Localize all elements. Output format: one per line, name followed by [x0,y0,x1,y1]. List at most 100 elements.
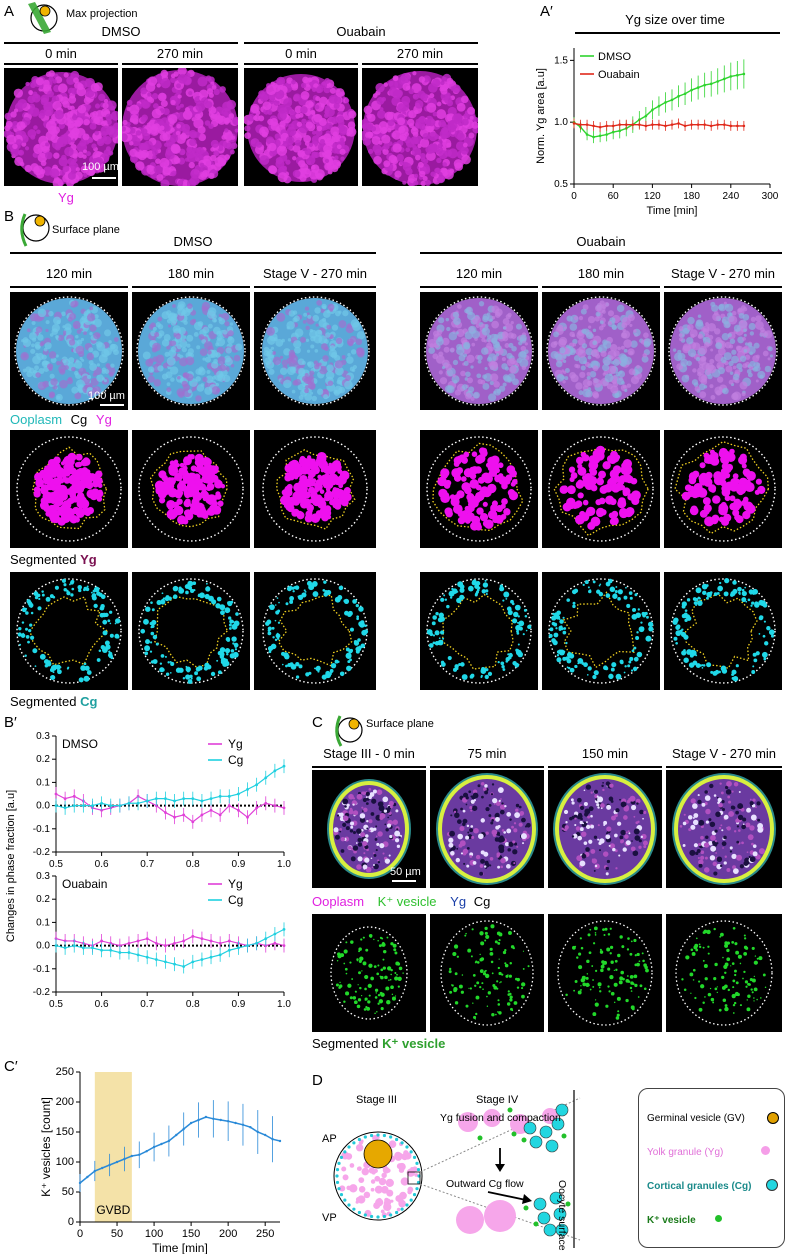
granule [743,349,748,353]
vesicle [585,824,591,830]
vesicle [697,799,702,805]
kv-segment [718,1008,722,1012]
yg-segment [203,511,209,517]
b-surface-label: Surface plane [52,224,120,236]
c-time-rule-1 [312,766,426,768]
granule [349,335,357,343]
yg-segment [179,462,185,468]
granule [235,343,243,351]
vesicle [679,825,683,828]
granule [341,355,346,360]
vesicle [506,864,511,869]
granule [578,356,588,365]
vesicle [588,806,594,812]
granule [204,356,211,363]
yg-segment [205,494,216,505]
kv-segment [603,934,606,937]
yg-segment [453,456,462,465]
kv-segment [395,961,400,966]
cg-segment [355,646,362,652]
granule [467,311,476,321]
cg-segment [167,596,172,601]
kv-segment [449,967,452,971]
granule [702,336,711,345]
vesicle [727,795,731,799]
granule [233,354,241,362]
cg-segment [761,651,768,658]
vesicle [602,788,605,792]
granule [757,370,766,379]
vesicle [588,839,593,844]
kv-segment [581,975,586,980]
cg-segment [278,601,280,604]
granule [322,305,327,310]
cg-segment [516,629,519,633]
granule [57,334,65,342]
vesicle [364,857,370,863]
cg-segment [149,650,153,653]
cg-segment [458,662,462,666]
granule [281,338,285,343]
cg-segment [303,589,306,592]
vesicle [361,806,364,809]
granule [732,365,737,370]
kv-segment [626,948,630,951]
b-seg-cg-label: Segmented Cg [10,694,97,709]
granule [743,333,747,337]
granule [715,342,723,350]
y-tick-label: 0.3 [36,871,50,882]
granule [168,313,176,321]
granule [202,357,206,361]
granule [488,346,494,352]
cortical-granule [382,1214,387,1219]
outline [16,578,122,684]
vesicle [742,823,745,826]
cg-segment [178,587,185,594]
cg-segment [86,670,92,675]
granule [762,350,769,357]
kv-segment [609,945,614,950]
yolk-granule [370,1179,376,1184]
yg-segment [187,477,192,483]
cg-segment [747,598,751,602]
yg-segment [281,497,288,504]
kv-segment [506,1002,511,1006]
cortical-granule [545,1139,559,1153]
vesicle [746,807,752,813]
outline [670,436,776,542]
cg-segment [298,664,303,669]
cg-segment [696,600,703,606]
cg-segment [25,611,29,615]
granule [80,337,85,342]
cg-segment [216,659,219,662]
legend-cg-text: Cortical granules (Cg) [647,1181,752,1192]
vesicle [362,797,367,803]
vesicle [363,807,368,813]
yolk-granule [390,1199,394,1203]
granule [62,358,67,364]
yg-segment [84,475,93,484]
kv-segment [491,972,494,975]
cg-segment [556,654,560,657]
yg-segment [494,474,502,483]
yg-segment [96,496,103,502]
kv-segment [739,962,742,965]
yg-segment [445,509,453,518]
yg-segment [97,489,103,495]
cg-segment [426,629,433,635]
yg-segment [79,492,84,498]
vesicle [640,835,644,839]
granule [707,322,717,332]
granule [201,305,208,312]
vesicle [757,826,764,833]
cg-segment [90,591,93,594]
vesicle [362,791,367,795]
kv-segment [724,943,729,948]
yolk-granule [355,1200,359,1204]
vesicle [475,854,481,860]
cg-segment [502,668,506,671]
yg-segment [742,496,749,503]
yg-segment [60,461,66,466]
y-tick-label: -0.1 [33,964,51,975]
cg-segment [566,598,570,602]
